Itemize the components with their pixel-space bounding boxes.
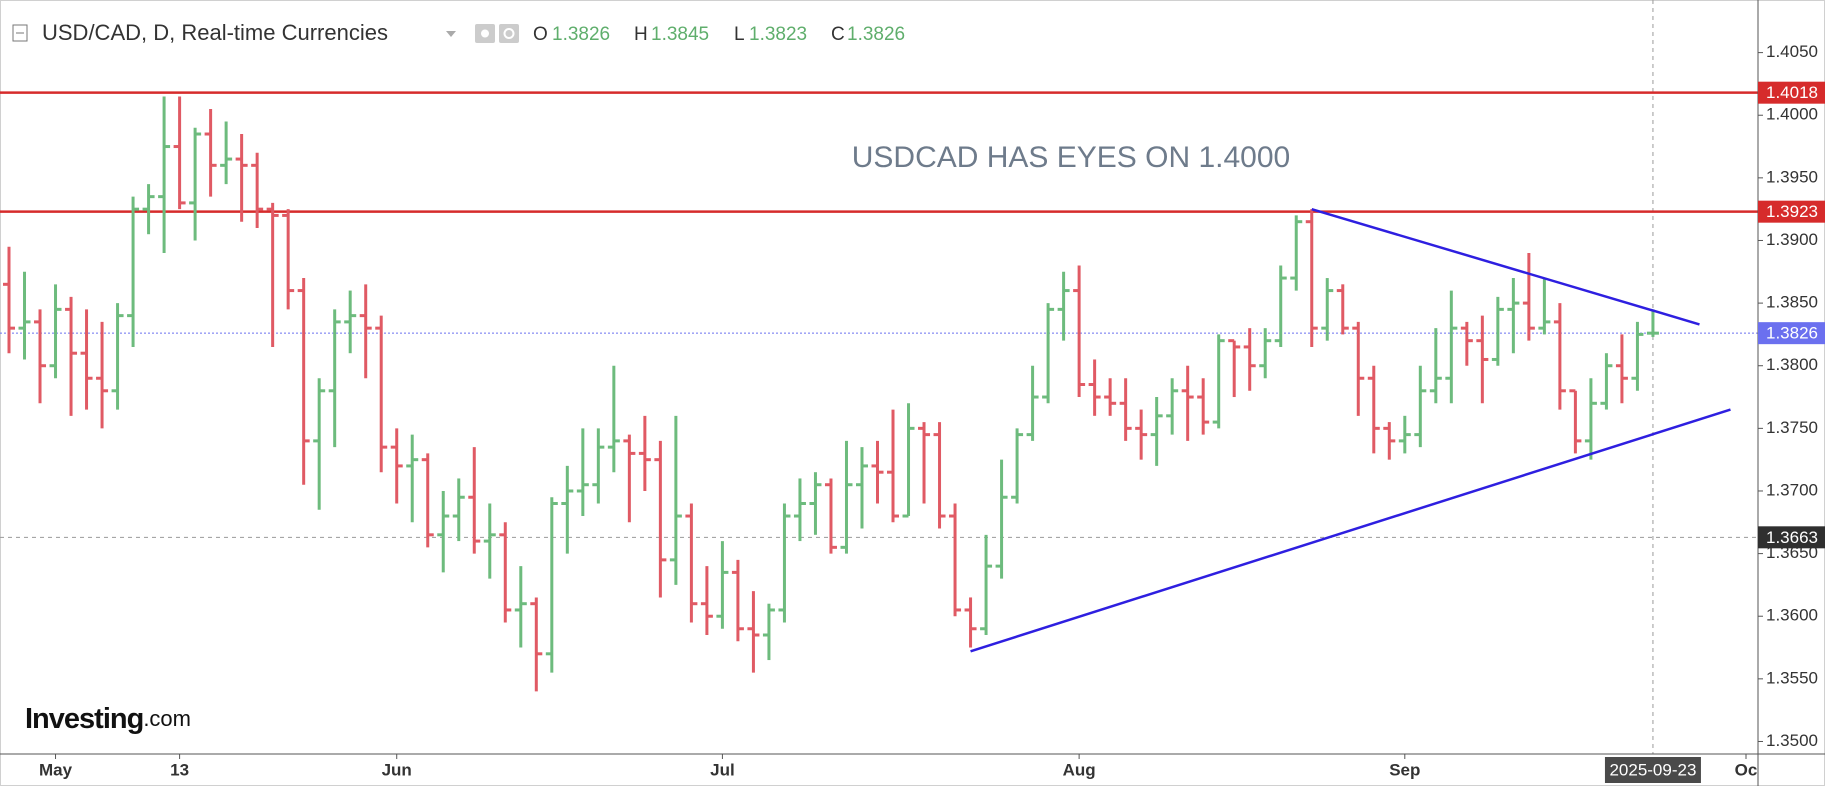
logo: Investing.com (25, 703, 191, 735)
trendline (970, 408, 1731, 653)
open-value: 1.3826 (552, 24, 610, 45)
x-tick-label: Aug (1063, 760, 1096, 779)
y-tick-label: 1.4000 (1766, 105, 1818, 124)
level-label: 1.3923 (1766, 202, 1818, 221)
y-tick-label: 1.3700 (1766, 480, 1818, 499)
collapse-icon[interactable] (12, 24, 28, 42)
crosshair-date-box (1604, 757, 1701, 783)
x-tick-label: Jun (382, 760, 412, 779)
settings-icon-gear (503, 28, 515, 39)
open-label: O (533, 24, 548, 45)
y-tick-label: 1.3800 (1766, 355, 1818, 374)
trendline (1311, 207, 1700, 326)
settings-icon[interactable] (499, 24, 519, 43)
y-tick-label: 1.3600 (1766, 606, 1818, 625)
y-tick-label: 1.3900 (1766, 230, 1818, 249)
y-tick-label: 1.4050 (1766, 42, 1818, 61)
dropdown-arrow[interactable] (446, 31, 456, 37)
annotation: USDCAD HAS EYES ON 1.4000 (852, 141, 1291, 174)
high-value: 1.3845 (651, 24, 709, 45)
last-price-box (1758, 322, 1825, 345)
hide-icon-dot (481, 29, 489, 38)
y-tick-label: 1.3500 (1766, 731, 1818, 750)
level-box (1758, 200, 1825, 223)
logo-suffix: .com (143, 706, 191, 731)
y-tick-label: 1.3750 (1766, 418, 1818, 437)
low-value: 1.3823 (749, 24, 807, 45)
chart-title: USD/CAD, D, Real-time Currencies (42, 20, 388, 45)
level-label: 1.4018 (1766, 83, 1818, 102)
y-tick-label: 1.3550 (1766, 668, 1818, 687)
plot-area (0, 0, 1758, 754)
x-tick-label: Jul (710, 760, 735, 779)
low-label: L (734, 24, 745, 45)
close-value: 1.3826 (847, 24, 905, 45)
crosshair-date-label: 2025-09-23 (1609, 760, 1696, 779)
close-label: C (831, 24, 845, 45)
y-tick-label: 1.3850 (1766, 293, 1818, 312)
logo-name: Investing (25, 703, 143, 735)
last-price-label: 1.3826 (1766, 324, 1818, 343)
header: USD/CAD, D, Real-time Currencies O 1.382… (12, 20, 905, 45)
crosshair-price-label: 1.3663 (1766, 528, 1818, 547)
x-tick-label: Oc (1735, 760, 1758, 779)
x-tick-label: Sep (1389, 760, 1420, 779)
x-tick-label: 13 (170, 760, 189, 779)
axes: 1.4050 1.4000 1.3950 1.3900 1.3850 1.3800 1.37… (39, 42, 1825, 783)
level-box (1758, 81, 1825, 104)
high-label: H (634, 24, 648, 45)
x-tick-label: May (39, 760, 73, 779)
y-tick-label: 1.3950 (1766, 167, 1818, 186)
crosshair-price-box (1758, 526, 1825, 549)
